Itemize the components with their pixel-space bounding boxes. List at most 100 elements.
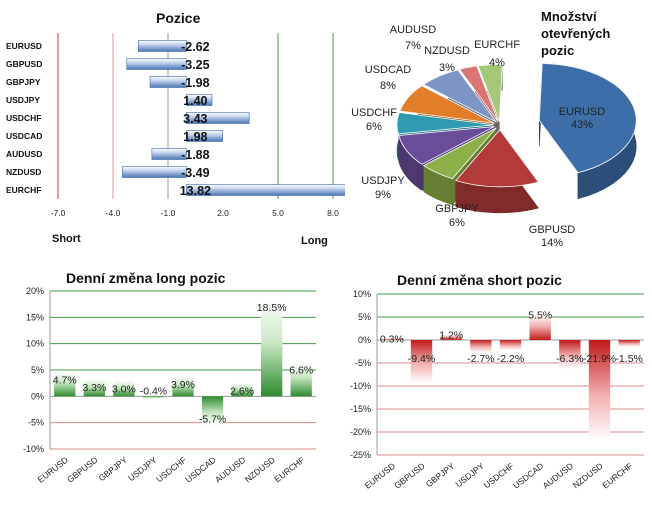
daily-long-bar-usdjpy [142,396,165,399]
daily-short-category-label: EURCHF [600,461,634,491]
positions-value-label: -3.25 [181,58,210,72]
daily-long-ytick-label: 20% [26,286,44,296]
daily-long-ytick-label: -10% [23,444,44,454]
daily-short-bar-eurchf [618,340,640,347]
daily-short-bar-gbpjpy [440,334,462,340]
pie-label-usdjpy: USDJPY [361,175,405,187]
daily-short-ytick-label: -20% [350,427,371,437]
daily-long-category-label: EURUSD [36,455,70,485]
positions-bar-eurusd [138,40,187,52]
daily-short-value-label: -2.7% [467,353,494,365]
daily-long-bar-eurusd [54,371,76,397]
positions-bar-audusd [151,148,187,160]
positions-value-label: 3.43 [183,112,207,126]
positions-xtick-label: -7.0 [51,208,66,218]
daily-short-ytick-label: 5% [358,312,371,322]
positions-short-label: Short [52,233,81,245]
pie-value-label: 6% [366,121,382,133]
daily-long-value-label: -0.4% [140,385,167,397]
pie-slice-eurusd [538,63,637,174]
daily-short-ytick-label: -15% [350,404,371,414]
pie-label-eurchf: EURCHF [474,39,520,51]
positions-bar-usdjpy [186,94,213,106]
daily-short-bar-usdjpy [470,340,492,353]
daily-long-value-label: 3.9% [171,379,195,391]
pie-slice-usdcad [399,85,495,124]
pie-label-usdcad: USDCAD [365,64,412,76]
pie-slice-usdchf [396,112,495,135]
daily-long-value-label: 3.0% [112,384,136,396]
positions-value-label: -3.49 [181,166,210,180]
open-positions-title-line-3: pozic [541,43,575,58]
pie-label-eurusd: EURUSD [559,106,606,118]
pie-slice-audusd [422,69,497,123]
daily-long-value-label: 6.6% [289,365,313,377]
pie-slice-gbpjpy [422,127,497,180]
pie-slice-nzdusd [458,65,499,122]
pie-slice-gbpusd [455,129,540,188]
positions-chart: Pozice EURUSD -2.62 GBPUSD -3.25 GBPJPY -1.98… [0,0,345,255]
pie-label-gbpusd: GBPUSD [529,224,576,236]
daily-long-chart: Denní změna long pozic -10% -5% 0% 5% 10% 15%… [0,262,330,511]
daily-short-value-label: 5.5% [528,310,552,322]
pie-value-label: 6% [449,217,465,229]
daily-long-bar-audusd [231,382,253,397]
pie-value-label: 9% [375,189,391,201]
daily-long-category-label: USDJPY [126,454,159,483]
pie-value-label: 3% [439,62,455,74]
positions-category-label: GBPJPY [6,77,41,87]
daily-short-value-label: -6.3% [556,353,583,365]
positions-category-label: USDJPY [6,95,40,105]
daily-long-bar-eurchf [290,361,312,397]
daily-short-bar-audusd [559,340,581,369]
daily-short-value-label: 0.3% [380,334,404,346]
daily-short-value-label: -9.4% [408,353,435,365]
daily-long-ytick-label: 15% [26,312,44,322]
positions-value-label: -1.98 [181,76,210,90]
positions-bar-nzdusd [122,166,187,178]
positions-long-label: Long [301,235,328,247]
daily-long-title: Denní změna long pozic [66,270,226,286]
daily-short-bar-usdchf [499,340,522,351]
daily-short-ytick-label: -5% [355,358,371,368]
daily-long-category-label: EURCHF [272,455,306,485]
pie-slice-usdjpy [398,126,495,165]
open-positions-title-line-2: otevřených [541,26,611,41]
positions-xtick-label: 5.0 [272,208,284,218]
daily-long-bar-gbpusd [83,378,105,397]
positions-bar-usdcad [186,130,223,142]
daily-long-value-label: 2.6% [230,386,254,398]
daily-short-chart: Denní změna short pozic -25% -20% -15% -10%… [330,262,652,511]
daily-long-category-label: GBPUSD [65,455,99,485]
daily-long-bar-nzdusd [261,298,283,397]
daily-short-category-label: NZDUSD [571,461,605,491]
positions-chart-plot: EURUSD -2.62 GBPUSD -3.25 GBPJPY -1.98 USDJPY 1… [6,33,345,247]
positions-xtick-label: 8.0 [327,208,339,218]
daily-short-bar-eurusd [381,338,403,340]
positions-xtick-label: -1.0 [161,208,176,218]
daily-long-ytick-label: 10% [26,339,44,349]
pie-value-label: 8% [380,80,396,92]
positions-xtick-label: 2.0 [217,208,229,218]
positions-chart-title: Pozice [156,10,201,26]
daily-short-ytick-label: -25% [350,450,371,460]
positions-category-label: AUDUSD [6,149,42,159]
daily-long-category-label: GBPJPY [97,454,130,483]
positions-value-label: -1.88 [181,148,210,162]
daily-long-bar-gbpjpy [113,380,135,397]
positions-category-label: NZDUSD [6,167,41,177]
pie-value-label: 43% [571,119,593,131]
daily-long-category-label: USDCAD [183,455,217,485]
positions-category-label: EURUSD [6,41,42,51]
positions-bar-gbpjpy [149,76,187,88]
daily-short-category-label: USDJPY [453,460,486,489]
daily-short-value-label: -21.9% [583,353,616,365]
pie-label-gbpjpy: GBPJPY [435,203,479,215]
daily-short-title: Denní změna short pozic [397,272,562,288]
daily-short-ytick-label: -10% [350,381,371,391]
daily-short-category-label: GBPJPY [424,460,457,489]
pie-label-nzdusd: NZDUSD [424,45,470,57]
daily-long-category-label: AUDUSD [213,455,247,485]
daily-short-category-label: AUDUSD [541,461,575,491]
positions-xtick-label: -4.0 [106,208,121,218]
